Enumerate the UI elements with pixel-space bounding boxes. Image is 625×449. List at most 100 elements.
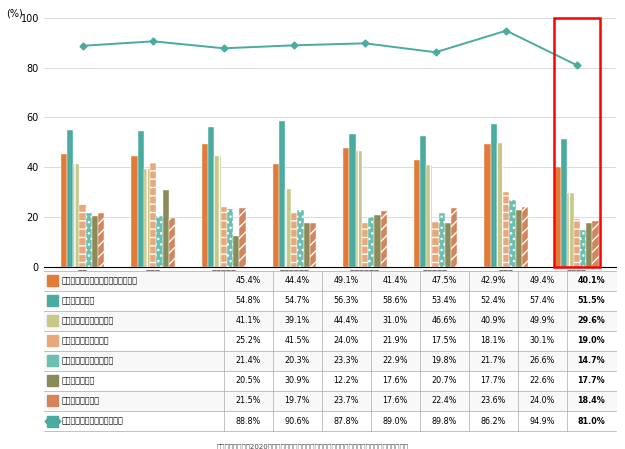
Text: 31.0%: 31.0% — [382, 316, 408, 325]
Bar — [272, 163, 279, 267]
Text: 41.1%: 41.1% — [236, 316, 261, 325]
Bar — [561, 139, 568, 267]
Text: 21.4%: 21.4% — [236, 357, 261, 365]
Bar — [298, 210, 304, 267]
Bar — [574, 219, 580, 267]
Bar — [516, 211, 522, 267]
Bar — [439, 213, 445, 267]
Bar — [291, 212, 297, 267]
Bar — [214, 156, 221, 267]
Bar — [202, 145, 208, 267]
Text: 18.1%: 18.1% — [481, 336, 506, 345]
Bar — [227, 209, 233, 267]
Text: 58.6%: 58.6% — [382, 296, 408, 305]
Bar — [497, 142, 503, 267]
Bar — [67, 130, 73, 267]
Text: 41.5%: 41.5% — [284, 336, 310, 345]
Text: 生産プロセスの高度化: 生産プロセスの高度化 — [62, 336, 109, 345]
Text: 20.7%: 20.7% — [431, 376, 457, 385]
Text: 23.7%: 23.7% — [334, 396, 359, 405]
Text: 53.4%: 53.4% — [431, 296, 457, 305]
Text: 81.0%: 81.0% — [578, 417, 605, 426]
Bar — [79, 204, 86, 267]
Text: 46.6%: 46.6% — [432, 316, 457, 325]
Text: 18.4%: 18.4% — [578, 396, 605, 405]
Bar — [374, 215, 381, 267]
Bar — [150, 163, 156, 267]
Bar — [233, 236, 239, 267]
Text: 何らかの変化・影響を感じる: 何らかの変化・影響を感じる — [62, 417, 124, 426]
Text: 19.7%: 19.7% — [284, 396, 310, 405]
Text: 39.1%: 39.1% — [284, 316, 310, 325]
Bar — [47, 335, 58, 346]
Text: 29.6%: 29.6% — [578, 316, 605, 325]
Text: 42.9%: 42.9% — [481, 276, 506, 285]
Text: 90.6%: 90.6% — [284, 417, 310, 426]
Bar — [47, 295, 58, 306]
Text: 47.5%: 47.5% — [431, 276, 457, 285]
Bar — [503, 192, 509, 267]
Bar — [554, 18, 600, 267]
Text: 21.5%: 21.5% — [236, 396, 261, 405]
Text: 44.4%: 44.4% — [334, 316, 359, 325]
Text: 49.1%: 49.1% — [334, 276, 359, 285]
Text: 12.2%: 12.2% — [334, 376, 359, 385]
Text: 86.2%: 86.2% — [481, 417, 506, 426]
Text: 89.8%: 89.8% — [431, 417, 457, 426]
Text: 17.7%: 17.7% — [481, 376, 506, 385]
Text: 30.9%: 30.9% — [284, 376, 310, 385]
Bar — [47, 375, 58, 387]
Bar — [162, 190, 169, 267]
Text: 54.8%: 54.8% — [236, 296, 261, 305]
Text: 40.9%: 40.9% — [481, 316, 506, 325]
Bar — [580, 230, 586, 267]
Text: 88.8%: 88.8% — [236, 417, 261, 426]
Bar — [221, 207, 227, 267]
Text: 顧客満足度の向上: 顧客満足度の向上 — [62, 396, 100, 405]
Text: 44.4%: 44.4% — [285, 276, 310, 285]
Bar — [586, 223, 592, 267]
Bar — [343, 149, 349, 267]
Text: 17.5%: 17.5% — [431, 336, 457, 345]
Text: 14.7%: 14.7% — [578, 357, 605, 365]
Text: 49.4%: 49.4% — [529, 276, 555, 285]
Bar — [555, 167, 561, 267]
Text: 40.1%: 40.1% — [578, 276, 605, 285]
Text: 23.6%: 23.6% — [481, 396, 506, 405]
Text: 56.3%: 56.3% — [334, 296, 359, 305]
Text: 25.2%: 25.2% — [236, 336, 261, 345]
Bar — [356, 151, 362, 267]
Bar — [484, 144, 491, 267]
Text: 17.7%: 17.7% — [578, 376, 605, 385]
Bar — [208, 127, 214, 267]
Bar — [522, 207, 528, 267]
Text: 21.9%: 21.9% — [382, 336, 408, 345]
Bar — [509, 200, 516, 267]
Bar — [592, 221, 599, 267]
Text: 22.6%: 22.6% — [529, 376, 555, 385]
Text: 41.4%: 41.4% — [382, 276, 408, 285]
Text: （出典）総務省（2020）「デジタルデータの経済的価値の計測と活用の現状に関する調査研究」: （出典）総務省（2020）「デジタルデータの経済的価値の計測と活用の現状に関する… — [216, 443, 409, 449]
Text: 意思決定の向上（迅速化、正当化）: 意思決定の向上（迅速化、正当化） — [62, 276, 138, 285]
Text: 人材の適材適所化の進展: 人材の適材適所化の進展 — [62, 357, 114, 365]
Bar — [445, 223, 451, 267]
Bar — [92, 216, 98, 267]
Bar — [47, 275, 58, 286]
Text: 49.9%: 49.9% — [529, 316, 555, 325]
Bar — [156, 216, 162, 267]
Bar — [362, 223, 368, 267]
Text: 19.0%: 19.0% — [578, 336, 605, 345]
Bar — [285, 189, 291, 267]
Text: 24.0%: 24.0% — [529, 396, 555, 405]
Text: 89.0%: 89.0% — [382, 417, 408, 426]
Bar — [420, 136, 426, 267]
Text: (%): (%) — [7, 8, 23, 18]
Bar — [381, 211, 387, 267]
Text: 57.4%: 57.4% — [529, 296, 555, 305]
Bar — [349, 134, 356, 267]
Bar — [73, 164, 79, 267]
Bar — [426, 165, 432, 267]
Bar — [98, 213, 104, 267]
Text: 94.9%: 94.9% — [529, 417, 555, 426]
Bar — [47, 315, 58, 326]
